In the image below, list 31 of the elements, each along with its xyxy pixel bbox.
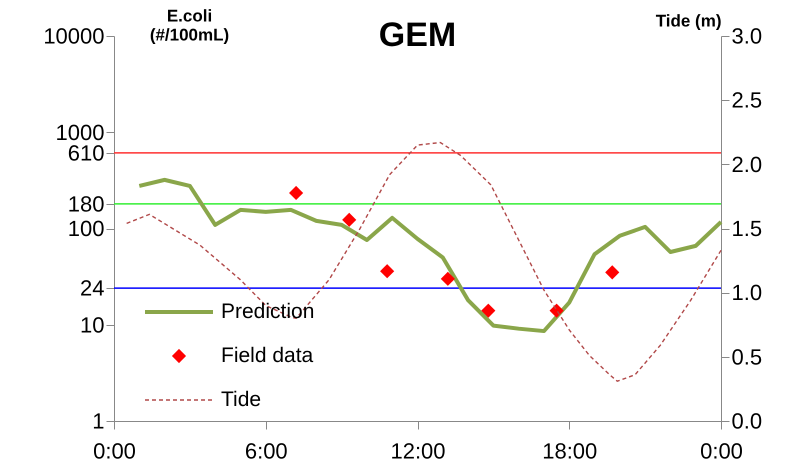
y2-tick-label: 2.0 xyxy=(732,152,762,177)
x-tick-label: 0:00 xyxy=(700,438,743,464)
point xyxy=(440,272,455,286)
y2-axis-title: Tide (m) xyxy=(656,12,722,30)
y2-tick-label: 2.5 xyxy=(732,88,762,113)
x-tick-label: 0:00 xyxy=(93,438,136,464)
y-tick-label: 180 xyxy=(68,191,104,216)
legend-label: Tide xyxy=(221,388,262,411)
y2-tick-label: 1.5 xyxy=(732,216,762,241)
y-tick-label: 24 xyxy=(80,276,104,301)
x-tick-label: 18:00 xyxy=(542,438,598,464)
y-tick-label: 1 xyxy=(92,408,104,434)
point xyxy=(605,265,620,280)
x-tick-label: 12:00 xyxy=(390,438,446,464)
point xyxy=(380,264,394,278)
y-tick-label: 100 xyxy=(68,216,104,241)
chart-title: GEM xyxy=(378,16,456,54)
y2-tick-label: 3.0 xyxy=(732,24,762,48)
y-tick-label: 10 xyxy=(80,312,104,338)
y2-tick-label: 1.0 xyxy=(732,280,762,306)
point xyxy=(342,212,356,227)
y-axis-title: E.coli (#/100mL) xyxy=(150,6,230,44)
legend-label: Field data xyxy=(221,344,314,367)
y-tick-label: 10000 xyxy=(43,24,104,48)
y2-tick-label: 0.0 xyxy=(732,408,762,434)
line-series xyxy=(126,142,722,382)
point xyxy=(289,186,304,200)
point xyxy=(481,304,496,318)
x-tick-label: 6:00 xyxy=(244,438,288,464)
y2-tick-label: 0.5 xyxy=(732,344,762,370)
line-series xyxy=(137,178,723,334)
